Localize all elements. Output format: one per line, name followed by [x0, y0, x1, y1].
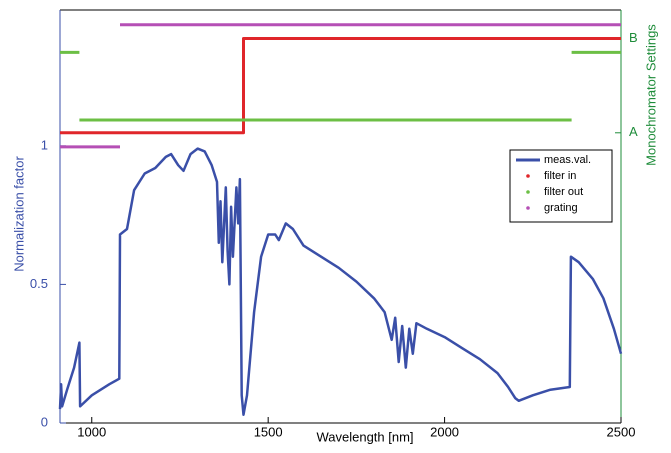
y-tick-label: 0.5 [30, 276, 48, 291]
legend-box [509, 149, 613, 223]
y2-tick-label: B [629, 30, 638, 45]
series-line [60, 37, 621, 135]
series-line [60, 23, 621, 149]
x-tick-label: 2500 [607, 424, 636, 439]
x-tick-label: 1500 [254, 424, 283, 439]
y2-axis-label: Monochromator Settings [643, 24, 658, 166]
y-axis-label: Normalization factor [11, 156, 26, 272]
legend-label: meas.val. [544, 154, 591, 166]
series-line [58, 147, 623, 416]
x-tick-label: 2000 [430, 424, 459, 439]
x-tick-label: 1000 [77, 424, 106, 439]
series-line [60, 50, 621, 122]
legend-label: filter out [544, 186, 583, 198]
x-axis-label: Wavelength [nm] [316, 429, 413, 444]
legend-swatch [526, 174, 530, 178]
y-tick-label: 0 [41, 414, 48, 429]
legend-swatch [526, 190, 530, 194]
legend-label: filter in [544, 170, 576, 182]
legend-label: grating [544, 202, 578, 214]
y-tick-label: 1 [41, 137, 48, 152]
legend-swatch [526, 206, 530, 210]
y2-tick-label: A [629, 124, 638, 139]
